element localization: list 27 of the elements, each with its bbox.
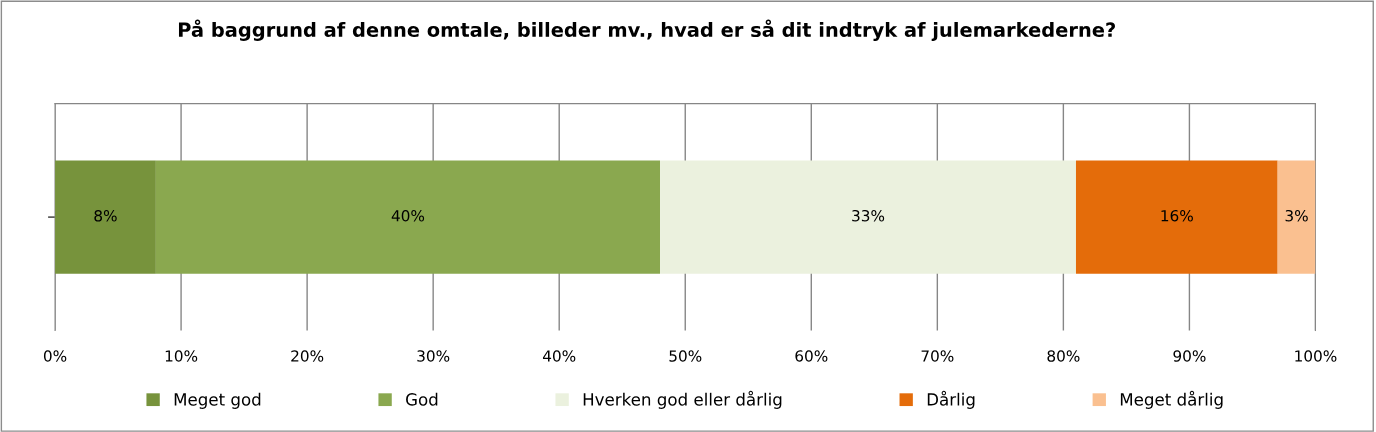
- legend-label: Dårlig: [927, 390, 975, 409]
- x-tick-label: 90%: [1173, 350, 1206, 362]
- bar: [1075, 160, 1278, 274]
- data-label: 16%: [1161, 209, 1193, 222]
- x-tick-label: 70%: [921, 350, 954, 362]
- bar: [55, 160, 156, 274]
- data-label: 40%: [391, 209, 425, 222]
- legend-label: Hverken god eller dårlig: [583, 390, 782, 409]
- x-tick-label: 40%: [542, 350, 576, 362]
- x-tick-label: 0%: [43, 350, 67, 362]
- data-label: 8%: [94, 209, 117, 222]
- bar: [660, 160, 1076, 274]
- bar: [155, 160, 661, 274]
- legend-label: Meget dårlig: [1120, 390, 1223, 409]
- x-tick-label: 20%: [291, 350, 324, 362]
- x-tick-label: 30%: [417, 350, 450, 362]
- x-tick-label: 50%: [669, 350, 702, 362]
- bar: [1277, 160, 1316, 274]
- chart-title: På baggrund af denne omtale, billeder mv., hvad er så dit indtryk af julemarkederne?: [178, 19, 1115, 41]
- data-label: 33%: [852, 209, 885, 222]
- data-label: 3%: [1285, 209, 1308, 222]
- x-tick-label: 100%: [1295, 350, 1337, 362]
- legend-label: Meget god: [174, 392, 261, 409]
- x-tick-label: 80%: [1047, 350, 1080, 362]
- x-tick-label: 10%: [165, 350, 198, 362]
- legend-label: God: [406, 392, 438, 406]
- x-tick-label: 60%: [795, 350, 828, 362]
